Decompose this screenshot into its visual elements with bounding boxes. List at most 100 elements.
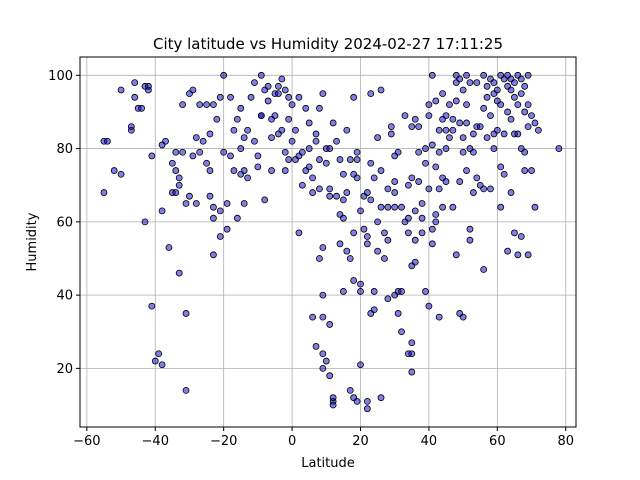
data-point [172, 189, 180, 196]
data-point [264, 82, 272, 90]
y-tick-label: 80 [56, 142, 73, 157]
data-point [343, 247, 351, 255]
data-point [524, 71, 532, 79]
data-point [442, 178, 450, 185]
data-point [343, 126, 351, 134]
data-point [466, 225, 474, 233]
data-point [251, 137, 258, 145]
data-point [452, 97, 460, 105]
data-point [230, 126, 238, 134]
data-point [312, 343, 320, 350]
data-point [363, 233, 371, 240]
data-point [237, 104, 245, 112]
data-point [233, 214, 241, 222]
data-point [497, 203, 505, 211]
data-point [182, 200, 190, 207]
data-point [500, 170, 508, 178]
data-point [281, 148, 289, 156]
data-point [384, 236, 392, 244]
data-point [319, 291, 327, 299]
data-point [422, 159, 429, 167]
data-point [370, 174, 378, 182]
data-point [363, 405, 371, 413]
data-point [511, 229, 518, 237]
data-point [480, 71, 488, 79]
axis-ticks: −60 −40 −20 0 20 40 60 80 20 40 60 80 100 [48, 69, 574, 449]
data-point [555, 145, 563, 152]
data-point [148, 152, 156, 160]
data-point [192, 134, 200, 141]
data-point [463, 167, 470, 174]
data-point [442, 112, 450, 120]
data-point [446, 101, 453, 109]
data-point [394, 148, 402, 156]
data-point [528, 112, 535, 120]
data-point [127, 123, 135, 130]
data-point [377, 394, 385, 402]
data-point [339, 288, 347, 295]
data-point [476, 123, 484, 130]
data-point [473, 79, 481, 87]
data-point [435, 148, 443, 156]
data-point [165, 244, 173, 251]
data-point [322, 357, 330, 365]
data-point [336, 156, 344, 163]
data-point [469, 130, 477, 138]
data-point [346, 156, 354, 163]
data-point [524, 251, 532, 259]
data-point [264, 97, 272, 105]
data-point [244, 174, 252, 182]
data-point [531, 119, 539, 127]
data-point [432, 211, 440, 218]
data-point [469, 189, 477, 196]
plot-frame [79, 56, 577, 428]
data-point [158, 361, 166, 369]
data-point [203, 159, 210, 167]
data-point [353, 397, 361, 405]
data-point [103, 137, 111, 145]
data-point [216, 93, 224, 101]
data-point [435, 185, 443, 193]
data-point [507, 115, 515, 123]
data-point [490, 145, 498, 152]
data-point [117, 86, 125, 94]
data-point [182, 386, 190, 394]
data-point [466, 236, 474, 244]
data-point [175, 269, 183, 277]
data-point [480, 104, 488, 112]
data-point [490, 79, 498, 87]
data-point [305, 163, 313, 171]
data-point [210, 251, 217, 259]
data-point [339, 170, 347, 178]
data-point [428, 141, 436, 149]
x-axis-label: Latitude [301, 456, 355, 471]
data-point [517, 90, 525, 98]
x-tick-label: 80 [557, 434, 574, 449]
data-point [350, 277, 358, 284]
data-point [271, 112, 279, 120]
data-point [425, 185, 433, 193]
data-point [254, 163, 262, 171]
data-point [203, 101, 210, 109]
data-point [411, 207, 419, 215]
data-point [446, 134, 453, 141]
x-tick-label: −40 [142, 434, 169, 449]
data-point [411, 115, 419, 123]
data-point [110, 167, 118, 174]
data-point [353, 174, 361, 182]
data-point [346, 255, 354, 262]
data-point [333, 192, 340, 200]
data-point [384, 203, 392, 211]
data-point [511, 79, 518, 87]
data-point [466, 79, 474, 87]
data-point [391, 203, 399, 211]
data-point [319, 90, 327, 98]
data-point [172, 167, 180, 174]
data-point [357, 207, 364, 215]
data-point [346, 386, 354, 394]
data-point [223, 225, 231, 233]
data-point [531, 203, 539, 211]
data-point [216, 233, 224, 240]
data-point [415, 148, 423, 156]
